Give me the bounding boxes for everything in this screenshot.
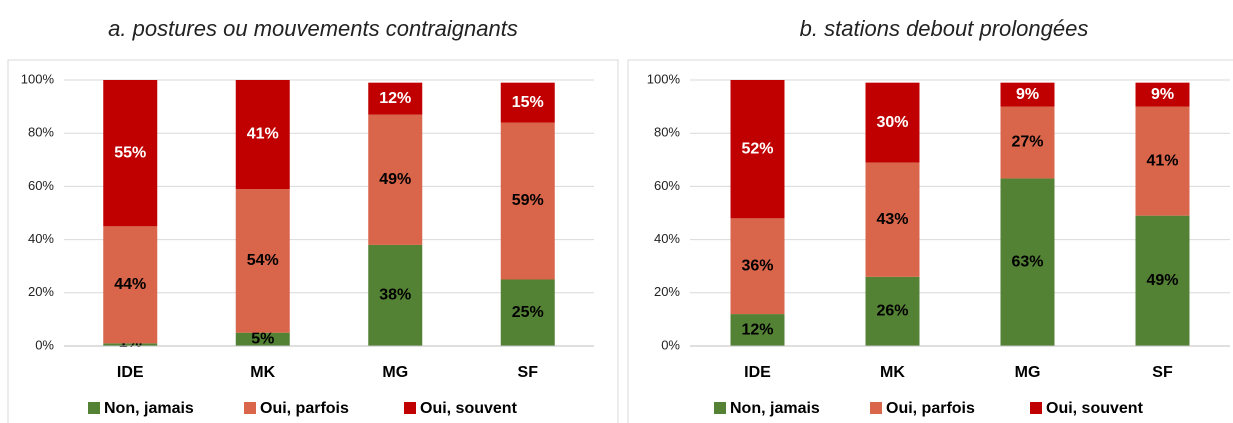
data-label: 59% [512,192,544,209]
y-tick-label: 40% [654,231,680,246]
data-label: 15% [512,94,544,111]
bar-segment [235,80,290,190]
bar-segment [865,276,920,346]
legend-label: Oui, souvent [420,400,518,417]
legend-swatch [404,402,416,414]
bar-segment [865,82,920,163]
data-label: 9% [1151,86,1174,103]
y-tick-label: 80% [654,125,680,140]
y-tick-label: 40% [28,231,54,246]
data-label: 30% [876,114,908,131]
x-tick-label: SF [1152,364,1173,381]
bar-segment [730,218,785,315]
data-label: 12% [741,321,773,338]
data-label: 54% [247,252,279,269]
bar-segment [1135,82,1190,107]
data-label: 9% [1016,86,1039,103]
data-label: 55% [114,144,146,161]
x-tick-label: MG [382,364,408,381]
y-tick-label: 60% [654,178,680,193]
x-tick-label: SF [518,364,539,381]
data-label: 5% [251,331,274,348]
bar-segment [235,332,290,346]
legend-label: Oui, parfois [886,400,975,417]
data-label: 49% [379,171,411,188]
bar-segment [500,279,555,346]
data-label: 41% [247,126,279,143]
chart-title: a. postures ou mouvements contraignants [108,16,518,41]
y-tick-label: 0% [661,337,680,352]
data-label: 52% [741,140,773,157]
data-label: 26% [876,303,908,320]
chart-frame [627,59,1233,423]
y-tick-label: 80% [28,125,54,140]
bar-segment [103,80,158,227]
bar-segment [103,343,158,346]
bar-segment [1000,82,1055,107]
legend-label: Oui, parfois [260,400,349,417]
x-tick-label: MK [880,364,905,381]
x-tick-label: MK [250,364,275,381]
bar-segment [730,314,785,346]
y-tick-label: 60% [28,178,54,193]
x-tick-label: IDE [117,364,144,381]
legend-swatch [1030,402,1042,414]
bar-segment [865,162,920,277]
bar-segment [368,114,423,245]
y-tick-label: 0% [35,337,54,352]
legend-swatch [714,402,726,414]
data-label: 49% [1146,272,1178,289]
data-label: 44% [114,276,146,293]
bar-segment [1000,106,1055,179]
legend-label: Non, jamais [730,400,820,417]
bar-segment [1135,106,1190,216]
data-label: 12% [379,90,411,107]
chart-frame [7,59,619,423]
legend-swatch [870,402,882,414]
legend-swatch [244,402,256,414]
data-label: 63% [1011,253,1043,270]
bar-segment [1135,215,1190,346]
y-tick-label: 100% [647,71,681,86]
data-label: 41% [1146,152,1178,169]
bar-segment [235,189,290,333]
bar-segment [368,82,423,115]
legend-swatch [88,402,100,414]
data-label: 38% [379,287,411,304]
data-label: 27% [1011,134,1043,151]
data-label: 36% [741,257,773,274]
y-tick-label: 20% [654,284,680,299]
x-tick-label: IDE [744,364,771,381]
bar-segment [730,80,785,219]
data-label: 43% [876,211,908,228]
y-tick-label: 20% [28,284,54,299]
bar-segment [103,226,158,344]
x-tick-label: MG [1015,364,1041,381]
legend-label: Non, jamais [104,400,194,417]
bar-segment [368,244,423,346]
chart-title: b. stations debout prolongées [800,16,1089,41]
bar-segment [500,122,555,280]
y-tick-label: 100% [21,71,55,86]
bar-segment [500,82,555,123]
data-label: 25% [512,304,544,321]
bar-segment [1000,178,1055,346]
legend-label: Oui, souvent [1046,400,1144,417]
